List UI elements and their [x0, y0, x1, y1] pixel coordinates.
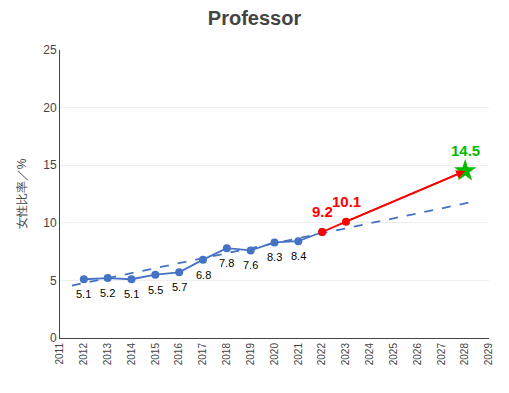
- svg-text:2019: 2019: [245, 343, 256, 366]
- svg-text:2024: 2024: [364, 343, 375, 366]
- svg-text:2021: 2021: [293, 343, 304, 366]
- svg-text:5.7: 5.7: [172, 281, 187, 293]
- svg-text:14.5: 14.5: [451, 142, 480, 159]
- svg-text:2020: 2020: [269, 343, 280, 366]
- svg-text:0: 0: [50, 331, 57, 345]
- svg-text:女性比率／%: 女性比率／%: [15, 158, 29, 229]
- svg-text:2017: 2017: [197, 343, 208, 366]
- svg-text:10.1: 10.1: [332, 193, 361, 210]
- svg-text:20: 20: [43, 101, 57, 115]
- svg-text:Professor: Professor: [208, 7, 302, 29]
- svg-text:2022: 2022: [316, 343, 327, 366]
- svg-text:9.2: 9.2: [312, 203, 333, 220]
- svg-text:2027: 2027: [436, 343, 447, 366]
- svg-text:6.8: 6.8: [196, 269, 211, 281]
- svg-text:15: 15: [43, 158, 57, 172]
- svg-text:2028: 2028: [459, 343, 470, 366]
- svg-text:5: 5: [50, 274, 57, 288]
- svg-text:2015: 2015: [150, 343, 161, 366]
- svg-text:8.4: 8.4: [291, 250, 306, 262]
- svg-text:2016: 2016: [173, 343, 184, 366]
- svg-text:2013: 2013: [102, 343, 113, 366]
- svg-text:8.3: 8.3: [267, 251, 282, 263]
- svg-text:5.2: 5.2: [100, 287, 115, 299]
- svg-text:2011: 2011: [54, 343, 65, 365]
- svg-text:5.5: 5.5: [148, 284, 163, 296]
- svg-text:2014: 2014: [126, 343, 137, 366]
- svg-text:2026: 2026: [412, 343, 423, 366]
- svg-text:2029: 2029: [483, 343, 494, 366]
- svg-text:2023: 2023: [340, 343, 351, 366]
- svg-text:7.6: 7.6: [243, 259, 258, 271]
- svg-text:2012: 2012: [78, 343, 89, 366]
- svg-text:5.1: 5.1: [76, 288, 91, 300]
- svg-text:25: 25: [43, 43, 57, 57]
- svg-text:10: 10: [43, 216, 57, 230]
- svg-text:2018: 2018: [221, 343, 232, 366]
- svg-text:2025: 2025: [388, 343, 399, 366]
- svg-text:5.1: 5.1: [124, 288, 139, 300]
- svg-text:7.8: 7.8: [219, 257, 234, 269]
